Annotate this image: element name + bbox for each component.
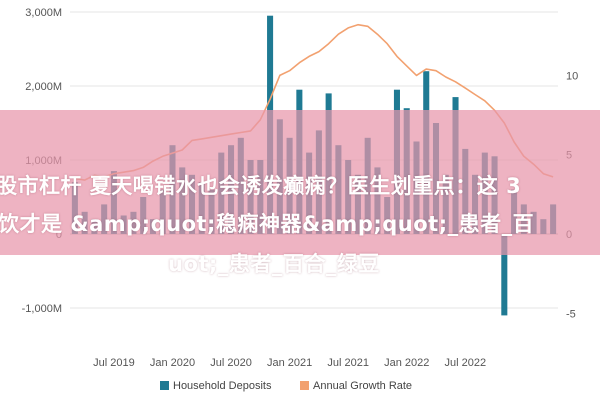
title-overlay-band xyxy=(0,110,600,255)
legend-swatch-annual-growth-rate xyxy=(300,381,309,390)
legend-label-household-deposits: Household Deposits xyxy=(173,380,272,392)
overlay-title-line-1: 股市杠杆 夏天喝错水也会诱发癫痫？医生划重点：这 3 xyxy=(0,174,522,198)
x-tick-label: Jan 2021 xyxy=(267,357,312,369)
left-tick-label: 2,000M xyxy=(25,81,62,93)
right-tick-label: -5 xyxy=(566,308,576,320)
x-tick-label: Jan 2022 xyxy=(384,357,429,369)
legend-swatch-household-deposits xyxy=(160,381,169,390)
overlay-title-line-3: uot;_患者_百合_绿豆 xyxy=(168,252,380,276)
x-tick-label: Jul 2020 xyxy=(210,357,252,369)
legend-label-annual-growth-rate: Annual Growth Rate xyxy=(313,380,412,392)
x-tick-label: Jul 2019 xyxy=(93,357,135,369)
left-tick-label: -1,000M xyxy=(22,303,62,315)
legend: Household Deposits Annual Growth Rate xyxy=(160,380,412,392)
bar xyxy=(501,234,508,316)
right-tick-label: 10 xyxy=(566,70,578,82)
left-tick-label: 3,000M xyxy=(25,7,62,19)
x-tick-label: Jan 2020 xyxy=(150,357,195,369)
overlay-title-line-2: 饮才是 &amp;quot;稳痫神器&amp;quot;_患者_百 xyxy=(0,212,535,236)
x-tick-label: Jul 2022 xyxy=(444,357,486,369)
x-tick-label: Jul 2021 xyxy=(327,357,369,369)
